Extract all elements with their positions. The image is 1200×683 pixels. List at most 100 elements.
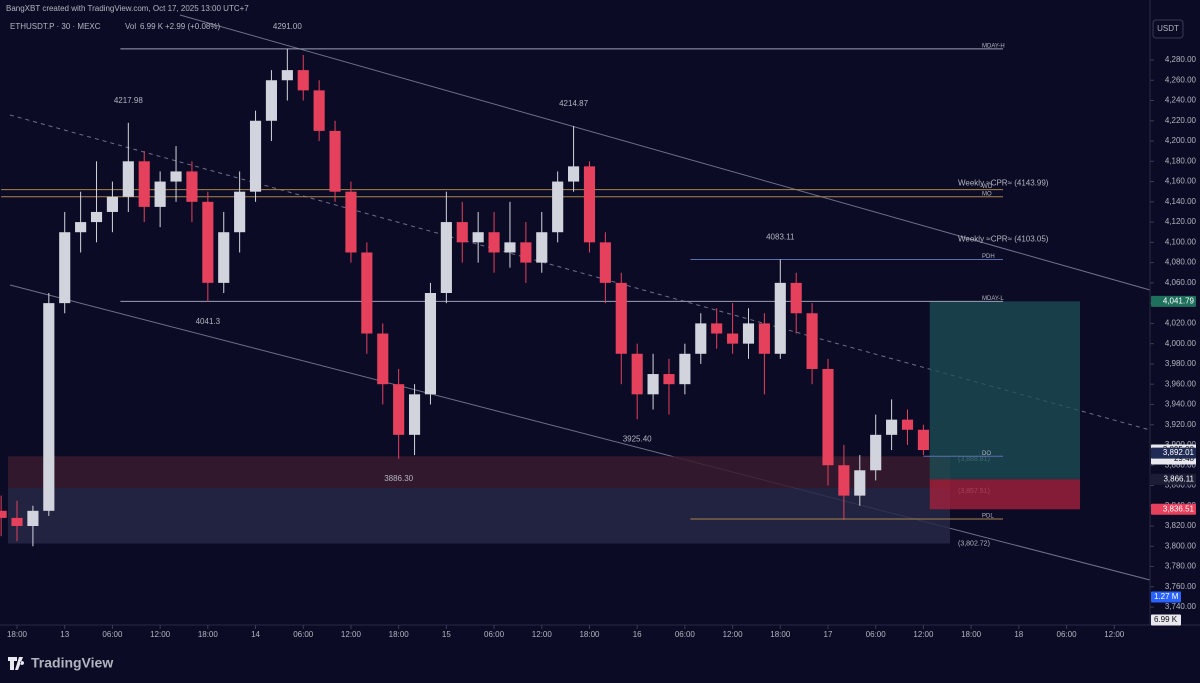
trend-line: [9, 284, 1151, 581]
candle-body: [90, 211, 103, 223]
candle-body: [838, 465, 850, 496]
stop-zone: [929, 479, 1081, 510]
y-tick-label: 3,940.00: [1165, 400, 1197, 409]
currency: USDT: [1157, 24, 1179, 33]
price-tag: [1151, 503, 1196, 515]
candle-body: [758, 323, 770, 354]
y-tick-label: 3,780.00: [1165, 562, 1197, 571]
y-tick-label: 4,240.00: [1165, 96, 1197, 105]
candle-body: [599, 242, 611, 283]
target-zone: [929, 301, 1081, 480]
y-tick-label: 4,100.00: [1165, 237, 1197, 246]
price-tag-label: 3,836.51: [1163, 504, 1195, 513]
candle-body: [297, 70, 309, 91]
candle-body: [377, 333, 389, 385]
y-tick-label: 4,280.00: [1165, 55, 1197, 64]
zone: [8, 456, 950, 489]
level-label: DO: [982, 451, 991, 457]
zone: [8, 488, 950, 544]
y-tick-label: 4,220.00: [1165, 116, 1197, 125]
candle-body: [408, 394, 421, 435]
x-tick-label: 13: [60, 630, 69, 639]
candle-body: [520, 242, 532, 263]
x-tick-label: 06:00: [293, 630, 314, 639]
candle-body: [59, 232, 71, 304]
candle-body: [218, 232, 230, 283]
y-tick-label: 3,980.00: [1165, 359, 1197, 368]
candle-body: [822, 368, 834, 466]
high-annotation: 4217.98: [114, 96, 143, 105]
candle-body: [393, 384, 405, 435]
candle-body: [329, 130, 341, 192]
x-tick-label: 18:00: [579, 630, 600, 639]
y-tick-label: 3,800.00: [1165, 541, 1197, 550]
candle-body: [472, 232, 484, 243]
price-tag-label: 3,866.11: [1163, 474, 1194, 483]
candle-body: [886, 419, 898, 435]
price-tag-label: 4,041.79: [1163, 296, 1195, 305]
candle-body: [583, 166, 596, 243]
y-tick-label: 4,080.00: [1165, 258, 1197, 267]
candle-body: [27, 510, 39, 527]
cpr-label: Weekly ≈CPR≈ (4143.99): [958, 179, 1049, 188]
x-tick-label: 17: [824, 630, 833, 639]
candle-body: [711, 323, 723, 334]
x-tick-label: 18:00: [961, 630, 982, 639]
candle-body: [313, 90, 325, 131]
countdown: 29:48: [1174, 454, 1195, 463]
candle-body: [615, 282, 627, 354]
low-annotation: 3886.30: [384, 474, 413, 483]
price-tag: [1151, 295, 1196, 307]
candle-body: [122, 161, 134, 197]
high-annotation: 4214.87: [559, 99, 588, 108]
candle-body: [870, 434, 882, 471]
price-tag-label: 3,892.01: [1163, 448, 1195, 457]
x-tick-label: 06:00: [866, 630, 887, 639]
subtitle: ETHUSDT.P · 30 · MEXC: [10, 22, 101, 31]
level-label: WO: [982, 184, 993, 190]
y-tick-label: 3,820.00: [1165, 521, 1197, 530]
candle-body: [695, 323, 707, 354]
legend-change: +2.99 (+0.08%): [165, 22, 220, 31]
y-tick-label: 3,760.00: [1165, 582, 1197, 591]
volume-tag: [1151, 591, 1181, 603]
candle-body: [43, 303, 55, 511]
y-tick-label: 4,140.00: [1165, 197, 1197, 206]
x-tick-label: 12:00: [913, 630, 934, 639]
candle-body: [806, 313, 818, 369]
x-tick-label: 06:00: [102, 630, 123, 639]
x-tick-label: 12:00: [150, 630, 171, 639]
x-tick-label: 14: [251, 630, 260, 639]
candle-body: [234, 191, 246, 233]
low-annotation: 4041.3: [196, 317, 221, 326]
logo-icon: [8, 657, 25, 670]
x-tick-label: 18:00: [770, 630, 791, 639]
brand: TradingView: [31, 655, 113, 671]
candle-body: [186, 171, 198, 202]
high-annotation: 4083.11: [766, 233, 795, 242]
chart-title: BangXBT created with TradingView.com, Oc…: [6, 4, 249, 13]
candle-body: [631, 353, 643, 395]
candle-body: [345, 191, 357, 253]
y-tick-label: 3,880.00: [1165, 460, 1197, 469]
y-tick-label: 4,000.00: [1165, 339, 1197, 348]
candle-body: [170, 171, 182, 182]
candle-body: [424, 293, 437, 395]
legend-value: 6.99 K: [140, 22, 164, 31]
candle-body: [281, 70, 293, 81]
y-tick-label: 3,860.00: [1165, 481, 1197, 490]
x-tick-label: 16: [633, 630, 642, 639]
candle-body: [202, 201, 214, 283]
y-tick-label: 4,120.00: [1165, 217, 1197, 226]
x-tick-label: 12:00: [532, 630, 553, 639]
legend-label: Vol: [125, 22, 136, 31]
candle-body: [901, 419, 914, 430]
currency-box[interactable]: [1152, 19, 1184, 39]
y-tick-label: 4,020.00: [1165, 319, 1197, 328]
y-tick-label: 4,180.00: [1165, 156, 1197, 165]
low-annotation: 3925.40: [623, 434, 652, 443]
y-tick-label: 4,200.00: [1165, 136, 1197, 145]
y-tick-label: 3,740.00: [1165, 602, 1197, 611]
footer: [0, 648, 1200, 683]
x-tick-label: 18: [1014, 630, 1023, 639]
